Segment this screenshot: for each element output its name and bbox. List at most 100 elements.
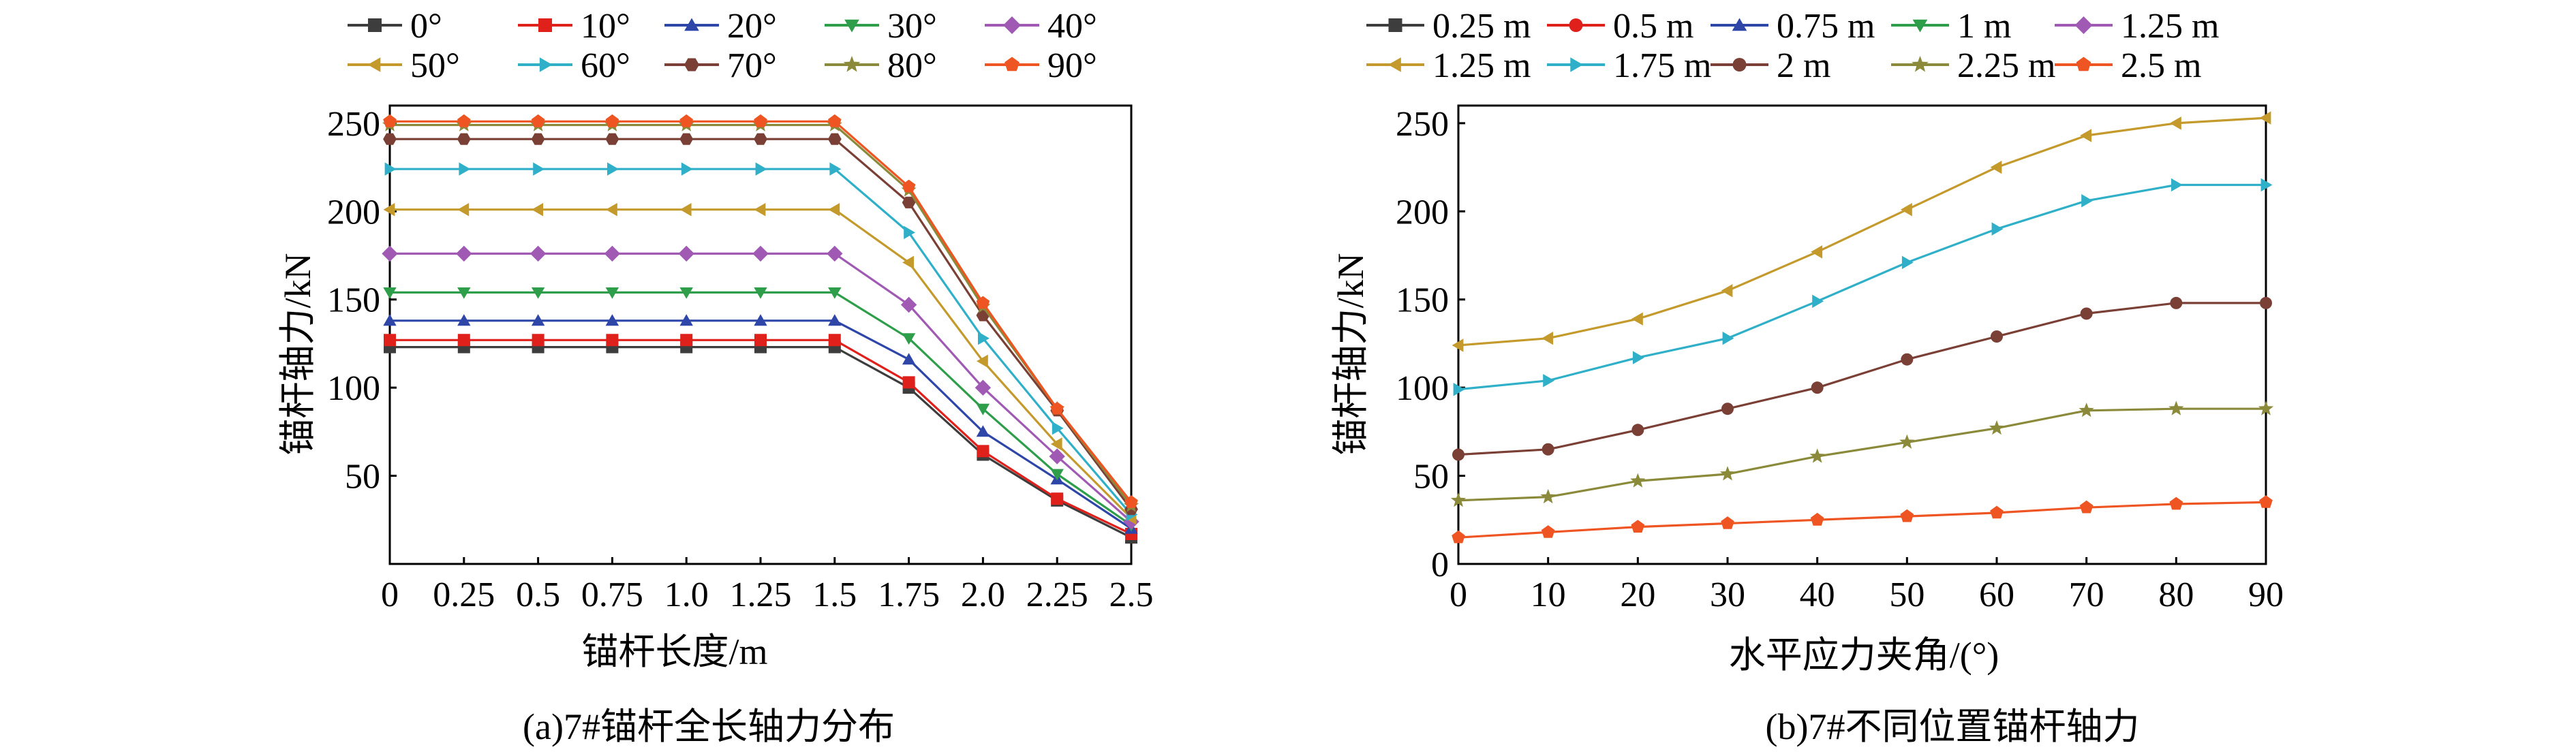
data-point	[680, 334, 693, 347]
legend-label: 50°	[410, 46, 460, 85]
data-point	[384, 162, 397, 176]
data-point	[1632, 351, 1644, 364]
data-point	[605, 133, 619, 145]
legend-marker	[1570, 57, 1583, 72]
data-point	[1812, 294, 1824, 309]
y-tick-label: 200	[1396, 193, 1449, 232]
data-point	[457, 287, 471, 299]
series-40-4	[382, 245, 1139, 530]
data-point	[1631, 520, 1645, 533]
data-point	[2259, 111, 2271, 125]
data-point	[978, 331, 990, 345]
data-point	[383, 203, 395, 217]
data-point	[457, 314, 471, 326]
data-point	[606, 334, 619, 347]
x-tick-label: 70	[2069, 576, 2104, 614]
data-point	[827, 133, 842, 145]
data-point	[902, 353, 916, 365]
legend-item: 80°	[825, 46, 937, 85]
y-tick-label: 100	[1396, 369, 1449, 408]
data-point	[1721, 516, 1734, 529]
legend: 0° 10° 20° 30° 40° 50° 60° 70° 80° 90°	[348, 7, 1097, 85]
series-1.75m-6	[1453, 178, 2273, 396]
legend-item: 10°	[518, 7, 630, 46]
data-point	[1810, 512, 1824, 526]
legend-marker	[1732, 58, 1747, 72]
legend-label: 1.75 m	[1613, 46, 1711, 85]
data-point	[2260, 178, 2273, 192]
legend-label: 80°	[887, 46, 937, 85]
legend-label: 2.25 m	[1957, 46, 2055, 85]
data-point	[1051, 492, 1064, 505]
data-point	[1722, 331, 1734, 345]
x-tick-label: 2.25	[1026, 576, 1088, 614]
legend-item: 1.25 m	[1366, 46, 1531, 85]
data-point	[828, 314, 842, 326]
data-point	[1721, 403, 1734, 415]
y-tick-label: 150	[327, 281, 380, 320]
legend-item: 0.5 m	[1547, 7, 1693, 46]
data-point	[679, 114, 693, 127]
data-point	[902, 376, 915, 389]
legend-item: 0.75 m	[1711, 7, 1875, 46]
data-point	[678, 245, 694, 262]
legend-item: 1.25 m	[2055, 7, 2219, 46]
data-point	[1990, 505, 2004, 519]
data-point	[2171, 178, 2183, 192]
data-point	[457, 203, 470, 217]
data-point	[977, 354, 988, 368]
data-point	[976, 296, 990, 309]
legend-label: 60°	[581, 46, 630, 85]
data-point	[2080, 129, 2092, 142]
data-point	[1124, 495, 1138, 508]
x-tick-label: 30	[1710, 576, 1745, 614]
legend-item: 0°	[348, 7, 442, 46]
data-point	[679, 203, 692, 217]
legend-item: 0.25 m	[1366, 7, 1531, 46]
legend: 0.25 m 0.5 m 0.75 m 1 m 1.25 m 1.25 m 1.75 m 2 …	[1366, 7, 2219, 85]
data-point	[1050, 401, 1064, 415]
y-axis-title: 锚杆轴力/kN	[277, 253, 318, 456]
x-tick-label: 0.5	[516, 576, 560, 614]
data-point	[1990, 160, 2002, 174]
series-90-9	[383, 114, 1138, 508]
data-point	[1899, 434, 1915, 449]
data-point	[605, 203, 617, 217]
data-point	[754, 287, 767, 299]
data-point	[1050, 437, 1062, 451]
data-point	[754, 133, 767, 145]
x-tick-label: 80	[2158, 576, 2194, 614]
data-point	[2259, 495, 2273, 508]
legend-label: 40°	[1047, 7, 1097, 46]
legend-marker	[844, 19, 859, 33]
x-tick-label: 90	[2248, 576, 2284, 614]
data-point	[457, 334, 470, 347]
legend-label: 0.25 m	[1432, 7, 1531, 46]
legend-marker	[538, 18, 552, 32]
data-point	[1542, 331, 1554, 345]
series-line	[1458, 501, 2267, 539]
data-point	[383, 314, 397, 326]
legend-item: 2 m	[1711, 46, 1830, 85]
x-tick-label: 2.5	[1109, 576, 1154, 614]
series-1.25m-5	[1452, 111, 2271, 352]
data-point	[1900, 203, 1912, 217]
series-line	[1458, 302, 2266, 456]
x-tick-label: 1.5	[812, 576, 857, 614]
data-point	[2170, 296, 2183, 309]
data-point	[1049, 448, 1065, 464]
x-tick-label: 10	[1531, 576, 1566, 614]
series-10-1	[384, 334, 1137, 540]
y-tick-label: 50	[1413, 458, 1449, 497]
data-point	[902, 196, 916, 208]
data-point	[1901, 353, 1914, 366]
legend-marker	[1388, 18, 1402, 32]
x-tick-label: 50	[1889, 576, 1925, 614]
legend-item: 20°	[664, 7, 777, 46]
data-point	[904, 225, 915, 240]
legend-label: 70°	[727, 46, 777, 85]
data-point	[459, 162, 471, 176]
legend-marker	[1732, 18, 1747, 31]
data-point	[382, 245, 398, 262]
